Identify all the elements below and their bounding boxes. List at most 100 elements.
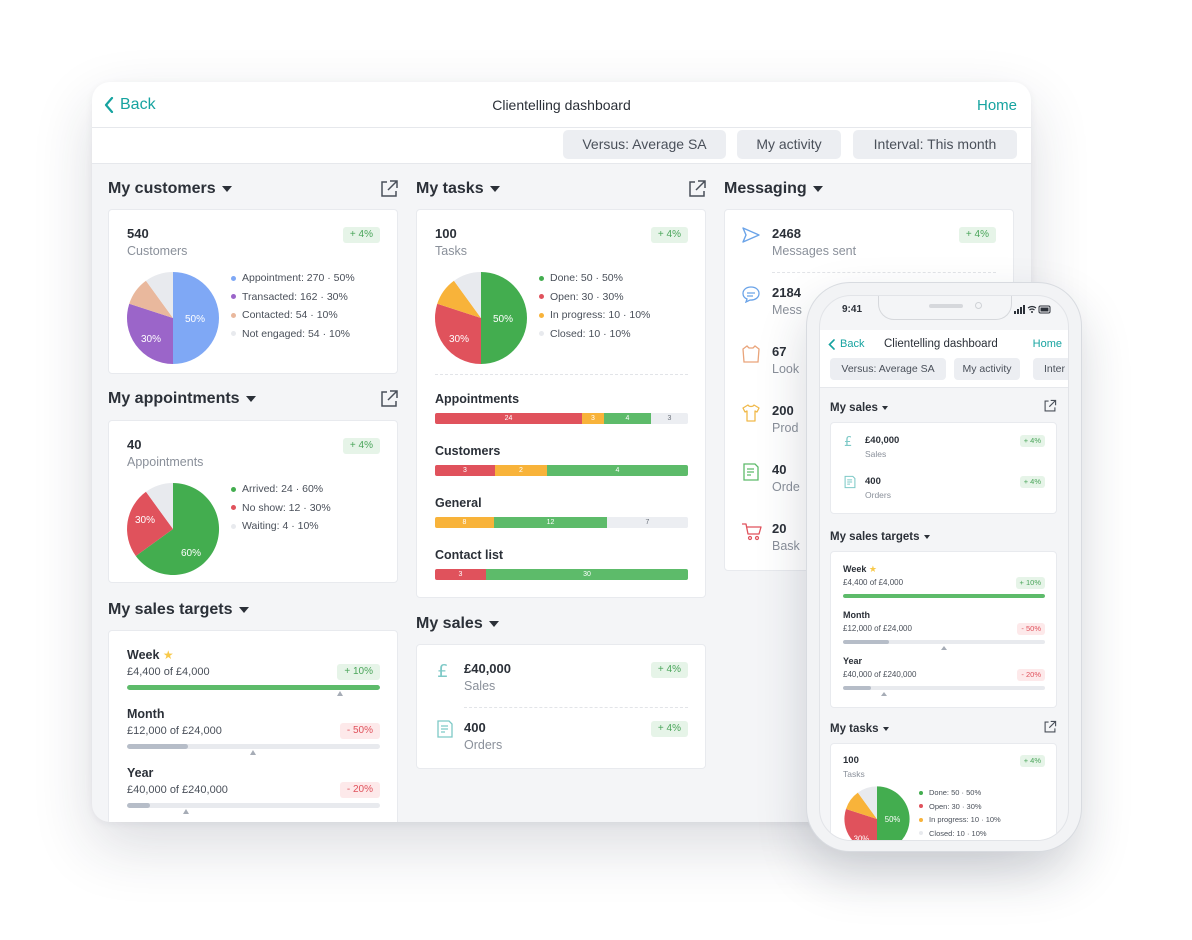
pie-slice-in-progress — [437, 280, 481, 318]
pie-slice-no-show — [127, 491, 173, 556]
pie-label-60: 60% — [181, 548, 201, 559]
legend-item: Done: 50 · 50% — [539, 269, 650, 288]
phone-target-year-name: Year — [843, 656, 863, 666]
pie-label-30: 30% — [854, 835, 870, 841]
phone-tasks-section-title[interactable]: My tasks — [830, 723, 889, 735]
tshirt-icon — [742, 404, 760, 422]
sales-targets-section-title[interactable]: My sales targets — [108, 601, 249, 619]
phone-orders-badge: + 4% — [1019, 476, 1045, 488]
messaging-section-title[interactable]: Messaging — [724, 180, 823, 198]
target-marker — [183, 809, 189, 814]
chat-bubble-icon — [742, 286, 760, 303]
legend-item: No show: 12 · 30% — [231, 499, 331, 518]
external-link-icon[interactable] — [1043, 399, 1057, 413]
pie-label-50: 50% — [885, 815, 901, 824]
tasks-badge: + 4% — [650, 227, 688, 243]
legend-item: Waiting: 4 · 10% — [231, 517, 331, 536]
target-marker — [881, 692, 887, 696]
legend-item: In progress: 10 · 10% — [919, 813, 1001, 827]
legend-item: Arrived: 24 · 60% — [231, 480, 331, 499]
phone-back-button[interactable]: Back — [828, 338, 864, 350]
phone-nav-bar: Back Clientelling dashboard Home — [820, 330, 1068, 358]
external-link-icon[interactable] — [687, 179, 707, 199]
star-icon: ★ — [162, 648, 174, 662]
phone-tasks-card: 100 Tasks + 4% 50% 30% Done: 50 · 50% Op… — [830, 743, 1057, 841]
external-link-icon[interactable] — [379, 179, 399, 199]
customers-section-title[interactable]: My customers — [108, 180, 232, 198]
bar-segment: 30 — [486, 569, 688, 580]
target-week-badge: + 10% — [337, 664, 380, 680]
phone-target-month-progress — [843, 640, 1045, 644]
tasks-section-title[interactable]: My tasks — [416, 180, 500, 198]
messages-sent-label: Messages sent — [772, 244, 857, 258]
pound-icon: £ — [437, 661, 448, 681]
bar-label-contact-list: Contact list — [435, 548, 504, 562]
sales-title-text: My sales — [416, 615, 483, 632]
pie-slice-arrived — [135, 482, 220, 575]
products-value: 200 — [772, 403, 794, 418]
stacked-bar-general: 8 12 7 — [435, 517, 688, 528]
msg-orders-label: Orde — [772, 480, 800, 494]
divider — [772, 272, 996, 273]
caret-down-icon — [881, 406, 888, 410]
chevron-left-icon — [104, 97, 114, 113]
phone-target-week-progress — [843, 594, 1045, 598]
outfit-icon — [742, 345, 760, 363]
phone-target-week-name: Week ★ — [843, 564, 877, 574]
phone-sales-badge: + 4% — [1019, 435, 1045, 447]
divider — [464, 707, 688, 708]
external-link-icon[interactable] — [379, 389, 399, 409]
phone-sales-targets-section-title[interactable]: My sales targets — [830, 531, 930, 543]
svg-text:£: £ — [437, 661, 448, 681]
appointments-pie-chart: 60% 30% — [127, 482, 220, 575]
pie-slice-contacted — [129, 280, 173, 318]
bar-label-customers: Customers — [435, 444, 501, 458]
external-link-icon[interactable] — [1043, 720, 1057, 734]
phone-orders-label: Orders — [865, 490, 891, 500]
bar-segment: 4 — [547, 465, 688, 476]
phone-target-week-value: £4,400 of £4,000 — [843, 578, 904, 587]
phone-tasks-label: Tasks — [843, 769, 865, 779]
filter-activity-chip[interactable]: My activity — [737, 130, 841, 159]
phone-filter-interval-chip[interactable]: Inter — [1033, 358, 1068, 380]
chevron-left-icon — [828, 338, 835, 350]
legend-item: Closed: 10 · 10% — [539, 325, 650, 344]
phone-target-year-value: £40,000 of £240,000 — [843, 670, 917, 679]
caret-down-icon — [882, 727, 889, 731]
sales-section-title[interactable]: My sales — [416, 615, 499, 633]
phone-filter-versus-chip[interactable]: Versus: Average SA — [830, 358, 946, 380]
bar-segment: 3 — [435, 465, 495, 476]
phone-filter-activity-chip[interactable]: My activity — [954, 358, 1020, 380]
sales-card: £ £40,000 Sales + 4% 400 Orders + 4% — [416, 644, 706, 769]
target-month-progress — [127, 744, 380, 749]
star-icon: ★ — [868, 564, 877, 574]
filter-interval-chip[interactable]: Interval: This month — [853, 130, 1017, 159]
customers-pie-chart: 50% 30% — [127, 272, 219, 364]
bar-segment: 3 — [651, 413, 688, 424]
orders-value: 400 — [464, 720, 486, 735]
home-button[interactable]: Home — [976, 97, 1017, 114]
phone-sales-card: £ £40,000 Sales + 4% 400 Orders + 4% — [830, 422, 1057, 514]
tasks-count: 100 — [435, 226, 457, 241]
baskets-value: 20 — [772, 521, 787, 536]
pie-slice-done — [877, 786, 910, 840]
phone-sales-targets-title-text: My sales targets — [830, 531, 920, 543]
phone-home-button[interactable]: Home — [1032, 338, 1062, 350]
legend-item: In progress: 10 · 10% — [539, 306, 650, 325]
phone-tasks-badge: + 4% — [1019, 755, 1045, 767]
bar-segment: 7 — [607, 517, 688, 528]
appointments-section-title[interactable]: My appointments — [108, 390, 256, 408]
phone-sales-section-title[interactable]: My sales — [830, 402, 888, 414]
phone-target-month-name: Month — [843, 610, 870, 620]
caret-down-icon — [489, 186, 500, 192]
back-button[interactable]: Back — [104, 96, 156, 114]
caret-down-icon — [238, 607, 249, 613]
baskets-label: Bask — [772, 539, 800, 553]
filter-versus-chip[interactable]: Versus: Average SA — [563, 130, 726, 159]
phone-target-month-badge: - 50% — [1017, 623, 1045, 635]
target-marker — [337, 691, 343, 696]
phone-tasks-title-text: My tasks — [830, 723, 879, 735]
legend-item: Closed: 10 · 10% — [919, 827, 1001, 841]
phone-sales-label: Sales — [865, 449, 887, 459]
tasks-legend: Done: 50 · 50% Open: 30 · 30% In progres… — [539, 269, 650, 343]
